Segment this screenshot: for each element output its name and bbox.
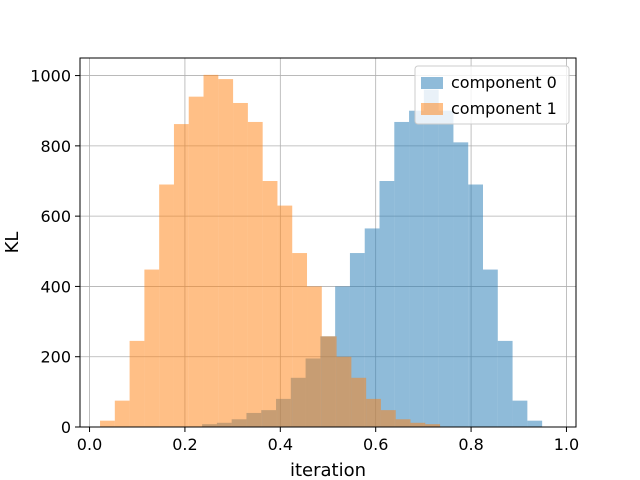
histogram-bar — [100, 420, 115, 427]
y-tick-label: 0 — [61, 418, 71, 437]
histogram-bar — [114, 400, 130, 427]
y-tick-label: 600 — [40, 207, 71, 226]
axis-ticks: 0.0 0.2 0.4 0.6 0.8 1.0 0 200 400 600 800 1000 — [30, 67, 579, 454]
legend-swatch — [421, 103, 443, 115]
x-tick-label: 0.8 — [458, 435, 483, 454]
histogram-bar — [218, 79, 234, 427]
y-tick-label: 200 — [40, 348, 71, 367]
x-tick-label: 1.0 — [554, 435, 579, 454]
histogram-bar — [144, 269, 160, 427]
histogram-bar — [380, 410, 396, 427]
histogram-bar — [336, 356, 352, 427]
histogram-bar — [453, 142, 469, 428]
histogram-bar — [129, 340, 145, 427]
histogram-bar — [425, 424, 441, 427]
histogram-bar — [307, 286, 322, 427]
histogram-bar — [527, 420, 543, 427]
legend-label: component 1 — [451, 99, 557, 118]
histogram-bar — [321, 336, 337, 427]
histogram-bar — [188, 96, 204, 428]
histogram-bar — [262, 181, 278, 427]
y-tick-label: 1000 — [30, 67, 71, 86]
histogram-bar — [159, 184, 174, 427]
bars — [100, 74, 557, 428]
legend-box — [414, 65, 570, 125]
histogram-bar — [438, 110, 454, 427]
histogram-bar — [277, 205, 293, 427]
y-tick-label: 800 — [40, 137, 71, 156]
histogram-bar — [247, 121, 263, 428]
y-axis-label: KL — [2, 232, 23, 254]
histogram-bar — [410, 422, 426, 427]
x-axis-label: iteration — [290, 460, 366, 480]
legend-swatch — [421, 77, 443, 89]
x-tick-label: 0.0 — [77, 435, 102, 454]
legend-label: component 0 — [451, 73, 557, 92]
histogram-bar — [483, 269, 498, 427]
series-1-bars — [100, 74, 441, 428]
x-tick-label: 0.4 — [268, 435, 293, 454]
histogram-bar — [173, 124, 189, 427]
histogram-bar — [394, 121, 410, 428]
histogram-bar — [366, 398, 381, 427]
histogram-bar — [233, 102, 248, 428]
histogram-bar — [468, 184, 483, 427]
histogram-bar — [203, 74, 219, 428]
legend: component 0 component 1 — [414, 65, 570, 125]
x-tick-label: 0.6 — [363, 435, 388, 454]
histogram-bar — [379, 181, 395, 427]
histogram-bar — [364, 228, 380, 427]
histogram-bar — [395, 419, 411, 427]
histogram-bar — [351, 377, 367, 427]
histogram-bar — [512, 400, 528, 427]
histogram-bar — [292, 253, 308, 427]
x-tick-label: 0.2 — [172, 435, 197, 454]
histogram-bar — [409, 110, 424, 427]
y-tick-label: 400 — [40, 277, 71, 296]
plot-frame — [79, 57, 577, 428]
histogram-bar — [423, 89, 439, 427]
histogram-bar — [497, 340, 513, 427]
